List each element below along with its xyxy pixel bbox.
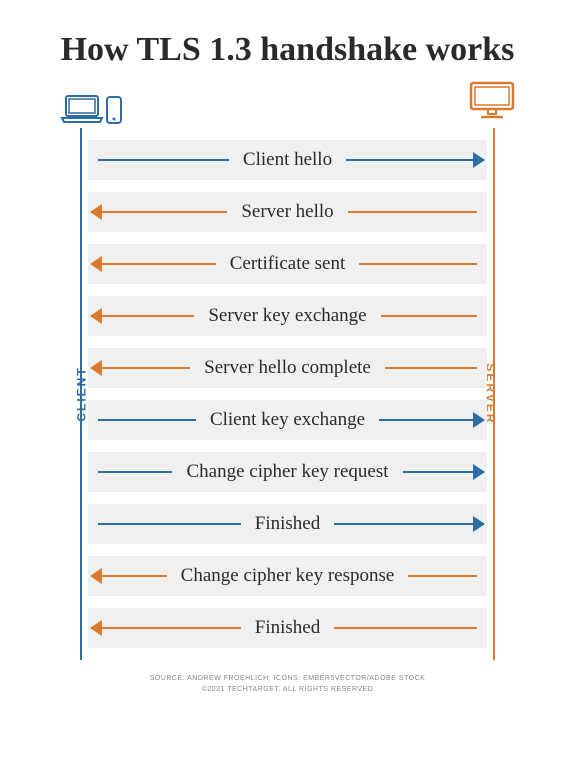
step-row: Server key exchange	[80, 292, 495, 340]
steps-list: Client hello Server hello Certificate sent…	[80, 128, 495, 660]
step-label: Client hello	[233, 149, 342, 171]
arrow-head-icon	[90, 256, 102, 272]
arrow-segment	[98, 575, 167, 577]
step-label: Client key exchange	[200, 409, 375, 431]
arrow-segment	[359, 263, 477, 265]
arrow-segment	[98, 159, 229, 161]
credits-line2: ©2021 TECHTARGET. ALL RIGHTS RESERVED	[40, 685, 535, 696]
icons-row	[40, 81, 535, 124]
step-row: Client key exchange	[80, 396, 495, 444]
phone-icon	[106, 96, 122, 124]
credits: SOURCE: ANDREW FROEHLICH; ICONS: EMBER5V…	[40, 674, 535, 695]
step-row: Certificate sent	[80, 240, 495, 288]
step-label: Finished	[245, 513, 330, 535]
arrow-segment	[98, 627, 241, 629]
arrow-segment	[403, 471, 477, 473]
arrow-segment	[346, 159, 477, 161]
arrow-segment	[334, 523, 477, 525]
arrow-segment	[381, 315, 477, 317]
arrow-segment	[408, 575, 477, 577]
arrow-head-icon	[90, 204, 102, 220]
arrow-segment	[98, 523, 241, 525]
step-row: Change cipher key response	[80, 552, 495, 600]
arrow-segment	[348, 211, 477, 213]
arrow-head-icon	[473, 412, 485, 428]
step-row: Change cipher key request	[80, 448, 495, 496]
arrow-segment	[334, 627, 477, 629]
step-label: Certificate sent	[220, 253, 356, 275]
step-label: Server key exchange	[198, 305, 376, 327]
arrow-head-icon	[473, 152, 485, 168]
step-label: Server hello complete	[194, 357, 381, 379]
step-row: Server hello complete	[80, 344, 495, 392]
diagram-container: How TLS 1.3 handshake works CLIE	[0, 0, 575, 768]
arrow-head-icon	[90, 360, 102, 376]
step-label: Change cipher key response	[171, 565, 405, 587]
diagram-title: How TLS 1.3 handshake works	[40, 30, 535, 69]
arrow-head-icon	[473, 516, 485, 532]
arrow-segment	[98, 471, 172, 473]
step-label: Change cipher key request	[176, 461, 398, 483]
server-icons	[469, 81, 515, 124]
step-label: Finished	[245, 617, 330, 639]
monitor-icon	[469, 81, 515, 119]
arrow-segment	[98, 315, 194, 317]
arrow-segment	[379, 419, 477, 421]
step-row: Client hello	[80, 136, 495, 184]
step-row: Server hello	[80, 188, 495, 236]
step-row: Finished	[80, 604, 495, 652]
arrow-head-icon	[90, 308, 102, 324]
arrow-segment	[98, 419, 196, 421]
arrow-head-icon	[90, 620, 102, 636]
arrow-head-icon	[473, 464, 485, 480]
arrow-segment	[98, 211, 227, 213]
arrow-head-icon	[90, 568, 102, 584]
step-label: Server hello	[231, 201, 343, 223]
arrow-segment	[98, 367, 190, 369]
arrow-segment	[385, 367, 477, 369]
client-icons	[60, 94, 122, 124]
laptop-icon	[60, 94, 104, 124]
credits-line1: SOURCE: ANDREW FROEHLICH; ICONS: EMBER5V…	[40, 674, 535, 685]
diagram-area: CLIENT SERVER Client helloServer helloCe…	[40, 128, 535, 660]
arrow-segment	[98, 263, 216, 265]
step-row: Finished	[80, 500, 495, 548]
